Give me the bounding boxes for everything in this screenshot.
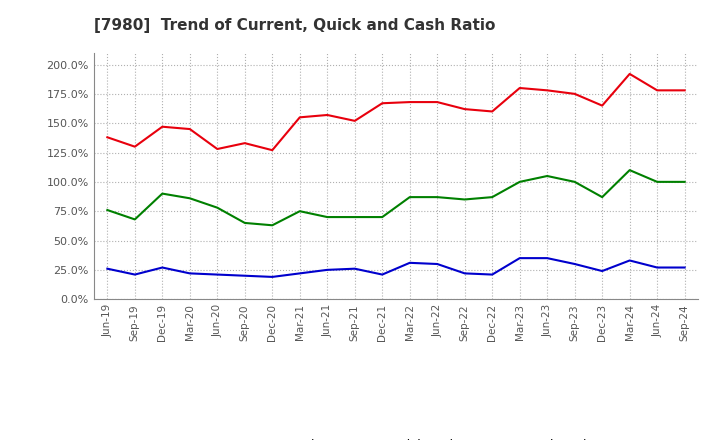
Quick Ratio — [158, 191, 166, 196]
Current Ratio — [130, 144, 139, 149]
Quick Ratio — [103, 207, 112, 213]
Quick Ratio — [488, 194, 497, 200]
Current Ratio — [570, 91, 579, 96]
Line: Current Ratio: Current Ratio — [107, 74, 685, 150]
Quick Ratio — [653, 179, 662, 184]
Current Ratio — [680, 88, 689, 93]
Quick Ratio — [405, 194, 414, 200]
Quick Ratio — [460, 197, 469, 202]
Quick Ratio — [598, 194, 606, 200]
Quick Ratio — [680, 179, 689, 184]
Cash Ratio — [351, 266, 359, 271]
Current Ratio — [103, 135, 112, 140]
Cash Ratio — [186, 271, 194, 276]
Current Ratio — [213, 147, 222, 152]
Quick Ratio — [240, 220, 249, 226]
Current Ratio — [240, 140, 249, 146]
Quick Ratio — [295, 209, 304, 214]
Quick Ratio — [268, 223, 276, 228]
Quick Ratio — [323, 214, 332, 220]
Current Ratio — [295, 115, 304, 120]
Current Ratio — [186, 126, 194, 132]
Cash Ratio — [405, 260, 414, 265]
Current Ratio — [433, 99, 441, 105]
Quick Ratio — [186, 196, 194, 201]
Current Ratio — [516, 85, 524, 91]
Current Ratio — [323, 112, 332, 117]
Cash Ratio — [158, 265, 166, 270]
Legend: Current Ratio, Quick Ratio, Cash Ratio: Current Ratio, Quick Ratio, Cash Ratio — [193, 433, 599, 440]
Cash Ratio — [240, 273, 249, 279]
Quick Ratio — [378, 214, 387, 220]
Quick Ratio — [213, 205, 222, 210]
Cash Ratio — [626, 258, 634, 263]
Cash Ratio — [570, 261, 579, 267]
Cash Ratio — [268, 274, 276, 279]
Cash Ratio — [213, 272, 222, 277]
Quick Ratio — [570, 179, 579, 184]
Cash Ratio — [543, 256, 552, 261]
Current Ratio — [268, 147, 276, 153]
Current Ratio — [488, 109, 497, 114]
Cash Ratio — [460, 271, 469, 276]
Quick Ratio — [433, 194, 441, 200]
Current Ratio — [405, 99, 414, 105]
Cash Ratio — [295, 271, 304, 276]
Text: [7980]  Trend of Current, Quick and Cash Ratio: [7980] Trend of Current, Quick and Cash … — [94, 18, 495, 33]
Quick Ratio — [543, 173, 552, 179]
Quick Ratio — [130, 217, 139, 222]
Cash Ratio — [680, 265, 689, 270]
Cash Ratio — [653, 265, 662, 270]
Current Ratio — [598, 103, 606, 108]
Line: Quick Ratio: Quick Ratio — [107, 170, 685, 225]
Current Ratio — [543, 88, 552, 93]
Line: Cash Ratio: Cash Ratio — [107, 258, 685, 277]
Quick Ratio — [351, 214, 359, 220]
Quick Ratio — [516, 179, 524, 184]
Cash Ratio — [598, 268, 606, 274]
Cash Ratio — [488, 272, 497, 277]
Current Ratio — [460, 106, 469, 112]
Cash Ratio — [323, 267, 332, 272]
Current Ratio — [158, 124, 166, 129]
Current Ratio — [626, 71, 634, 77]
Cash Ratio — [103, 266, 112, 271]
Cash Ratio — [130, 272, 139, 277]
Cash Ratio — [378, 272, 387, 277]
Cash Ratio — [516, 256, 524, 261]
Current Ratio — [351, 118, 359, 124]
Current Ratio — [378, 101, 387, 106]
Current Ratio — [653, 88, 662, 93]
Quick Ratio — [626, 168, 634, 173]
Cash Ratio — [433, 261, 441, 267]
